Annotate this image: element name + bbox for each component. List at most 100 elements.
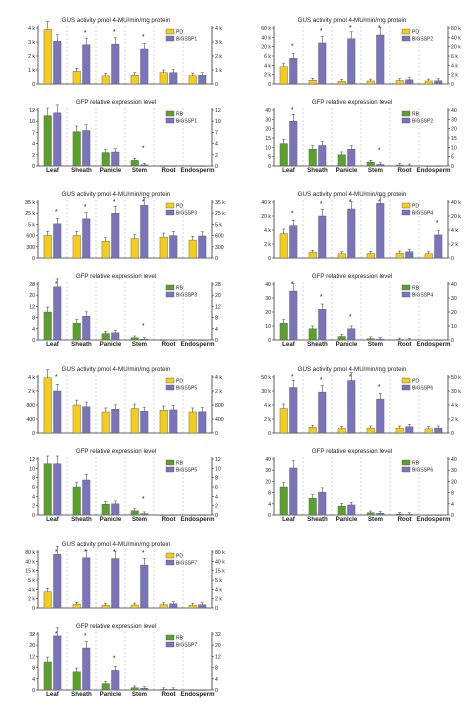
y-tick-label: 0 [215, 338, 218, 344]
y-tick-label: 40 [451, 282, 457, 288]
y-tick-label: 12 [215, 457, 221, 463]
y-tick-label: 4 k [264, 63, 271, 69]
y-tick-label: 50 k [261, 375, 271, 381]
chart-title: GUS activity pmol 4-MU/min/mg protein [62, 17, 171, 24]
bar-rb-stem [366, 338, 375, 341]
y-tick-label: 0 [451, 513, 454, 519]
y-tick-label: 0 [32, 338, 35, 344]
y-tick-label: 4 [215, 677, 218, 683]
significance-star: * [378, 199, 381, 206]
bar-bigssp5-sheath [82, 406, 91, 434]
bar-bigssp1-stem [140, 164, 149, 167]
bar-rb-sheath [308, 148, 317, 167]
bar-rb-sheath [72, 131, 81, 167]
y-tick-label: 10 [265, 324, 271, 330]
y-tick-label: 30 [451, 117, 457, 123]
y-tick-label: 2 k [28, 389, 35, 395]
y-tick-label: 0 [268, 164, 271, 170]
bar-pd-leaf [43, 29, 52, 85]
y-tick-label: 4 k [215, 26, 222, 32]
significance-star: * [291, 107, 294, 114]
significance-star: * [320, 28, 323, 35]
bar-rb-sheath [72, 486, 81, 516]
bar-pd-stem [130, 238, 139, 259]
significance-star: * [349, 199, 352, 206]
bar-bigssp3-sheath [82, 218, 91, 259]
bar-bigssp2-leaf [289, 120, 298, 167]
chart-title: GFP relative expression level [76, 99, 156, 106]
bar-bigssp5-panicle [111, 409, 120, 434]
significance-star: * [142, 323, 145, 330]
y-tick-label: 400 [26, 417, 35, 423]
legend-label: BiGSSP6 [412, 386, 433, 392]
bar-pd-sheath [308, 427, 317, 434]
legend-label: RB [176, 286, 184, 292]
significance-star: * [291, 211, 294, 218]
y-tick-label: 8 [32, 476, 35, 482]
bar-rb-stem [130, 687, 139, 691]
bar-pd-sheath [72, 235, 81, 259]
bar-bigssp7-root [169, 603, 178, 609]
bar-bigssp6-leaf [289, 467, 298, 516]
legend-swatch [165, 459, 175, 466]
y-tick-label: 6 k [264, 54, 271, 60]
y-tick-label: 2 k [264, 242, 271, 248]
bar-rb-panicle [101, 683, 110, 691]
bar-bigssp4-panicle [347, 328, 356, 341]
tissue-label-root: Root [397, 516, 411, 523]
legend-swatch [165, 634, 175, 641]
bar-rb-stem [130, 510, 139, 516]
y-tick-label: 8 [451, 491, 454, 497]
legend-swatch [165, 291, 175, 298]
y-tick-label: 40 [265, 457, 271, 463]
gfp-chart-7: GFP relative expression level 32 32 20 20 12 1… [29, 623, 221, 698]
bar-bigssp4-leaf [289, 290, 298, 341]
bar-pd-panicle [101, 411, 110, 434]
bar-rb-leaf [279, 323, 288, 341]
significance-star: * [113, 199, 116, 206]
gus-chart-5: GUS activity pmol 4-MU/min/mg protein 4 k… [26, 366, 223, 437]
legend-swatch [165, 552, 175, 559]
bar-bigssp7-leaf [53, 554, 62, 609]
y-tick-label: 300 [215, 245, 224, 251]
tissue-label-leaf: Leaf [46, 691, 60, 698]
y-tick-label: 30 [451, 296, 457, 302]
y-tick-label: 3 k [215, 40, 222, 46]
legend-swatch [165, 202, 175, 209]
legend-swatch [165, 110, 175, 117]
bar-bigssp3-panicle [111, 332, 120, 341]
bar-pd-stem [366, 427, 375, 434]
bar-bigssp7-sheath [82, 557, 91, 609]
tissue-label-sheath: Sheath [71, 691, 92, 698]
significance-star: * [436, 220, 439, 227]
y-tick-label: 0 [268, 431, 271, 437]
chart-title: GUS activity pmol 4-MU/min/mg protein [298, 191, 407, 198]
legend-swatch [165, 466, 175, 473]
bar-rb-root [159, 689, 168, 691]
y-tick-label: 6 [32, 485, 35, 491]
bar-bigssp4-leaf [289, 225, 298, 259]
y-tick-label: 0 [215, 164, 218, 170]
bar-bigssp7-leaf [53, 635, 62, 691]
legend-label: BiGSSP1 [176, 37, 197, 43]
y-tick-label: 8 [215, 476, 218, 482]
bar-pd-sheath [72, 71, 81, 85]
y-tick-label: 30 k [451, 389, 461, 395]
y-tick-label: 5 k [28, 222, 35, 228]
bar-bigssp5-endosperm [198, 411, 207, 434]
y-tick-label: 0 [268, 256, 271, 262]
bar-bigssp1-sheath [82, 130, 91, 167]
bar-bigssp6-root [405, 426, 414, 434]
gus-chart-6: GUS activity pmol 4-MU/min/mg protein 50 … [261, 366, 461, 437]
legend-label: BiGSSP3 [176, 293, 197, 299]
bar-bigssp2-sheath [318, 145, 327, 167]
bar-pd-root [159, 236, 168, 259]
legend-swatch [165, 641, 175, 648]
y-tick-label: 7 [32, 130, 35, 136]
bar-pd-panicle [337, 428, 346, 434]
bar-pd-panicle [101, 75, 110, 85]
y-tick-label: 8 [215, 666, 218, 672]
legend-swatch [401, 466, 411, 473]
